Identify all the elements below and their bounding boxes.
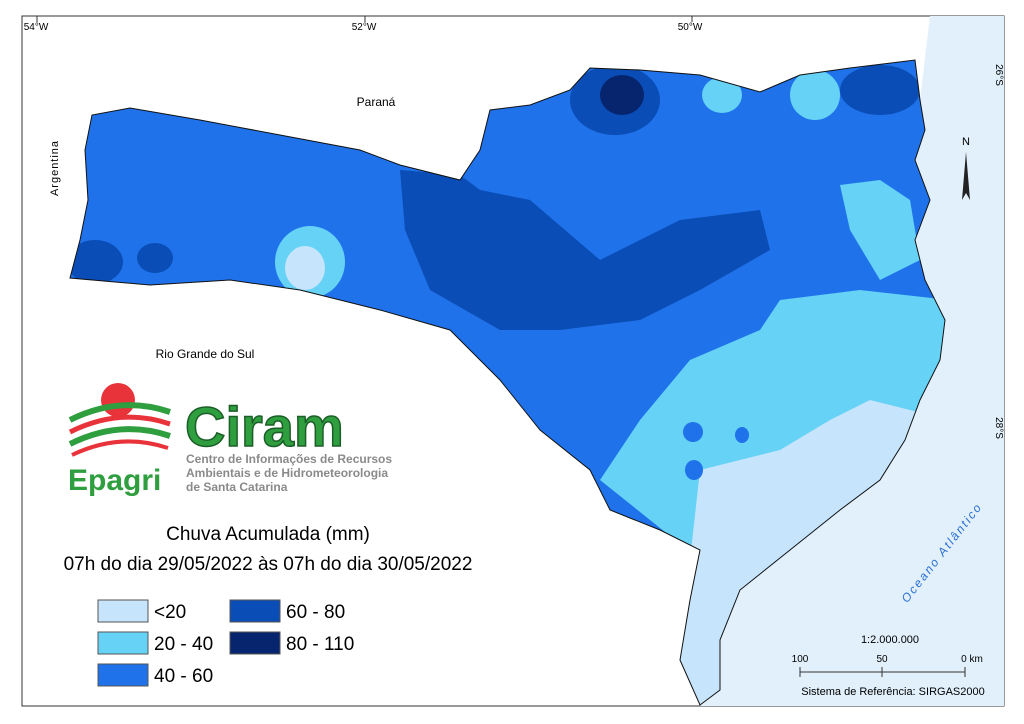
legend-label: 80 - 110 [286, 634, 354, 655]
legend: <20 20 - 40 40 - 60 60 - 80 80 - 110 [97, 599, 354, 687]
place-label: Rio Grande do Sul [156, 347, 255, 361]
legend-swatch [97, 599, 149, 623]
zone [400, 170, 770, 330]
logo-line: Ambientais e de Hidrometeorologia [186, 466, 388, 480]
zone [683, 422, 703, 442]
north-arrow [962, 152, 970, 200]
subtitle: 07h do dia 29/05/2022 às 07h do dia 30/0… [64, 554, 473, 575]
legend-swatch [97, 631, 149, 655]
legend-label: <20 [154, 602, 186, 623]
north-label: N [962, 136, 970, 148]
lat-label: 26°S [993, 64, 1004, 86]
zone [735, 427, 749, 443]
scale-tick: 0 km [961, 654, 983, 665]
zone [840, 65, 920, 115]
legend-label: 40 - 60 [154, 666, 213, 687]
title: Chuva Acumulada (mm) [166, 524, 370, 545]
lon-label: 52°W [352, 22, 377, 33]
logo-name: Ciram [185, 395, 344, 458]
zone [285, 246, 325, 290]
legend-swatch [229, 631, 281, 655]
logo-brand: Epagri [68, 464, 161, 497]
legend-swatch [229, 599, 281, 623]
logo-line: Centro de Informações de Recursos [186, 452, 392, 466]
logo: Ciram Epagri Centro de Informações de Re… [68, 383, 392, 497]
scale-ratio: 1:2.000.000 [861, 634, 919, 646]
reference: Sistema de Referência: SIRGAS2000 [801, 686, 984, 698]
scale-tick: 50 [876, 654, 888, 665]
legend-label: 60 - 80 [286, 602, 345, 623]
place-label: Paraná [357, 95, 396, 109]
lat-label: 28°S [993, 417, 1004, 439]
lon-label: 50°W [678, 22, 703, 33]
place-label: Argentina [49, 140, 61, 196]
lon-label: 54°W [24, 22, 49, 33]
logo-line: de Santa Catarina [186, 480, 288, 494]
zone [840, 180, 920, 280]
ocean [700, 16, 1004, 706]
scale-tick: 100 [792, 654, 809, 665]
zone [600, 75, 644, 115]
zone [702, 77, 742, 113]
zone [790, 70, 840, 120]
zone [70, 240, 123, 284]
zone [137, 243, 173, 273]
zone [685, 460, 703, 480]
legend-label: 20 - 40 [154, 634, 213, 655]
legend-swatch [97, 663, 149, 687]
